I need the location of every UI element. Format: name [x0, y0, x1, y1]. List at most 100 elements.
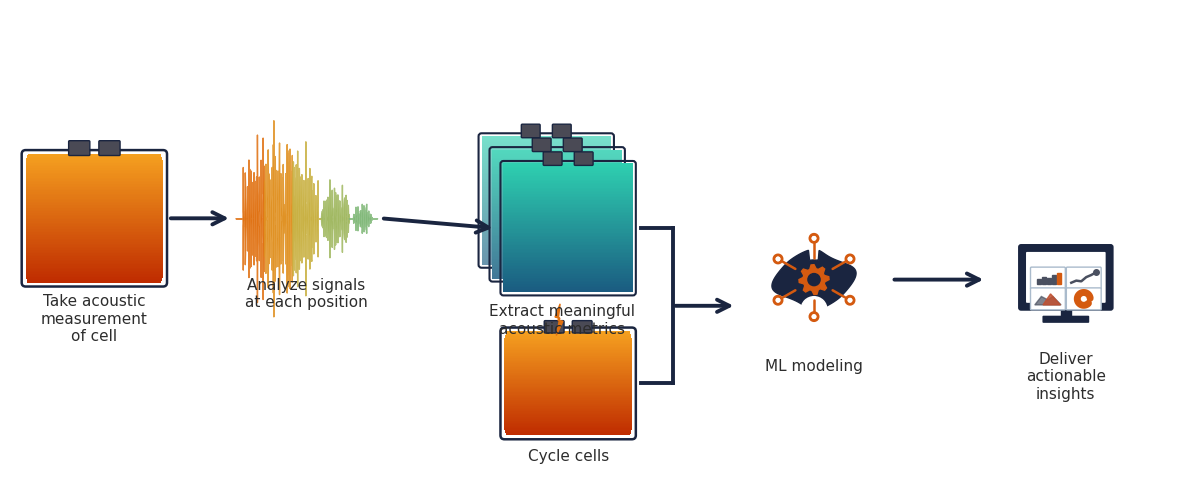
Bar — [25, 171, 163, 173]
Bar — [25, 200, 163, 202]
Bar — [26, 160, 163, 162]
Bar — [481, 147, 611, 149]
Bar — [25, 184, 163, 186]
Bar — [25, 178, 163, 180]
Bar — [504, 178, 632, 180]
FancyBboxPatch shape — [1018, 244, 1114, 311]
Bar — [25, 187, 163, 190]
Bar — [481, 171, 611, 173]
Bar — [492, 252, 622, 254]
Bar — [504, 405, 632, 407]
Bar — [481, 153, 611, 155]
Bar — [25, 232, 163, 234]
Bar — [25, 210, 163, 212]
Bar — [504, 262, 632, 264]
Bar — [25, 248, 163, 250]
Bar — [492, 243, 622, 245]
Bar — [25, 202, 163, 204]
Bar — [25, 220, 163, 221]
Bar — [504, 183, 632, 185]
Bar — [504, 265, 632, 267]
Bar — [504, 257, 632, 259]
Bar — [492, 206, 622, 208]
Bar — [492, 232, 622, 234]
Bar — [492, 182, 622, 184]
Bar — [504, 348, 632, 350]
Bar — [492, 153, 622, 155]
Bar — [504, 393, 632, 395]
Bar — [504, 274, 632, 276]
Bar — [504, 196, 632, 197]
Circle shape — [776, 298, 780, 302]
Bar — [504, 422, 632, 424]
Bar — [504, 387, 632, 389]
FancyBboxPatch shape — [575, 152, 593, 166]
Bar — [481, 136, 611, 138]
Bar — [505, 431, 631, 433]
Bar — [25, 261, 163, 263]
Polygon shape — [1034, 296, 1061, 305]
Bar — [25, 179, 163, 181]
Bar — [25, 192, 163, 194]
Bar — [481, 213, 611, 215]
Bar — [25, 269, 163, 271]
Bar — [492, 178, 622, 181]
Bar — [504, 220, 632, 222]
Bar — [504, 272, 632, 275]
Bar — [492, 271, 622, 274]
Bar — [25, 221, 163, 223]
Bar — [506, 434, 630, 435]
Bar — [505, 335, 631, 337]
Bar — [481, 218, 611, 220]
Bar — [504, 410, 632, 412]
Bar — [504, 382, 632, 383]
Bar — [481, 184, 611, 186]
Bar — [481, 197, 611, 199]
Bar — [492, 251, 622, 253]
Bar — [481, 227, 611, 229]
FancyBboxPatch shape — [533, 138, 551, 151]
Bar — [504, 186, 632, 188]
Bar — [504, 366, 632, 368]
Bar — [25, 229, 163, 231]
Circle shape — [808, 273, 820, 286]
Bar — [504, 253, 632, 255]
Bar — [481, 170, 611, 172]
Bar — [25, 194, 163, 196]
Bar — [481, 174, 611, 176]
Bar — [25, 263, 163, 265]
Bar — [481, 229, 611, 231]
Bar — [504, 416, 632, 418]
Bar — [492, 219, 622, 221]
Bar — [504, 354, 632, 356]
Bar — [25, 247, 163, 249]
Bar — [25, 265, 163, 267]
Polygon shape — [799, 265, 829, 294]
Bar — [504, 357, 632, 359]
Bar — [25, 236, 163, 238]
FancyBboxPatch shape — [1067, 267, 1102, 289]
Bar — [492, 202, 622, 205]
Bar — [504, 217, 632, 219]
Bar — [25, 176, 163, 178]
Bar — [481, 260, 611, 262]
Bar — [492, 166, 622, 168]
Bar — [481, 150, 611, 152]
Bar — [492, 151, 622, 153]
Bar — [505, 336, 631, 338]
Bar — [492, 247, 622, 250]
Bar — [504, 343, 632, 344]
Bar — [25, 168, 163, 170]
Bar — [492, 241, 622, 243]
Bar — [481, 244, 611, 245]
Bar — [481, 201, 611, 204]
Bar — [25, 256, 163, 258]
Bar — [492, 256, 622, 258]
Bar — [504, 248, 632, 251]
Bar — [504, 255, 632, 257]
Bar — [492, 156, 622, 158]
Bar — [1051, 274, 1056, 284]
Bar — [492, 276, 622, 279]
Bar — [504, 370, 632, 372]
Bar — [492, 275, 622, 277]
